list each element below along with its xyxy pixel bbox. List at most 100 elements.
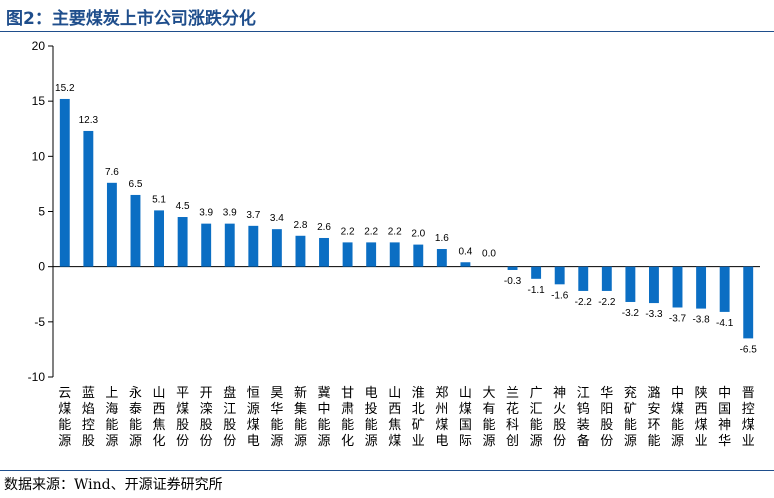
- y-tick-label: 5: [38, 205, 45, 219]
- bar: [601, 266, 612, 291]
- figure-title: 图2：主要煤炭上市公司涨跌分化: [6, 9, 256, 29]
- category-label-text: 中国神华: [718, 386, 731, 449]
- data-label: 4.5: [176, 201, 190, 212]
- category-label-text: 电投能源: [365, 386, 378, 449]
- bar: [578, 266, 589, 291]
- category-label-text: 神火股份: [553, 386, 566, 449]
- data-label: 2.2: [364, 226, 378, 237]
- data-label: -3.7: [669, 313, 687, 324]
- category-label-text: 兰花科创: [506, 386, 519, 449]
- bar: [413, 244, 424, 267]
- bar: [649, 266, 659, 304]
- data-label: 7.6: [105, 167, 119, 178]
- data-label: 2.0: [411, 229, 425, 240]
- category-label: 山煤国际: [459, 386, 472, 449]
- bar: [389, 242, 400, 267]
- bar: [177, 217, 188, 267]
- category-label-text: 上海能源: [105, 386, 118, 449]
- category-label: 兰花科创: [506, 386, 519, 449]
- y-tick-label: 0: [38, 260, 45, 274]
- bar: [696, 266, 707, 309]
- category-label: 山西焦化: [153, 386, 166, 449]
- category-label-text: 潞安环能: [647, 386, 660, 449]
- category-label: 江钨装备: [577, 386, 590, 449]
- bar: [83, 130, 94, 267]
- data-label: -2.2: [575, 297, 593, 308]
- bar: [106, 182, 117, 267]
- data-label: -1.1: [527, 285, 545, 296]
- category-label-text: 山西焦化: [153, 386, 166, 449]
- data-label: -2.2: [598, 297, 616, 308]
- bottom-rule: [0, 470, 774, 471]
- y-tick-label: -5: [34, 315, 45, 329]
- bar: [672, 266, 683, 308]
- category-label-text: 冀中能源: [318, 385, 331, 449]
- category-label-text: 山煤国际: [459, 386, 472, 449]
- data-label: 0.0: [482, 249, 496, 260]
- bar: [366, 242, 377, 267]
- category-label: 兖矿能源: [624, 386, 637, 449]
- data-label: -3.8: [692, 315, 710, 326]
- category-label: 盘江股份: [223, 385, 236, 449]
- data-label: 15.2: [55, 83, 75, 94]
- category-label-text: 开滦股份: [200, 386, 213, 449]
- data-label: -4.1: [716, 318, 734, 329]
- category-label: 广汇能源: [530, 386, 543, 449]
- data-label: 3.9: [199, 208, 213, 219]
- category-label: 恒源煤电: [247, 386, 260, 449]
- bar: [719, 266, 730, 312]
- category-label: 山西焦煤: [388, 386, 401, 449]
- data-label: 3.4: [270, 213, 284, 224]
- category-label: 冀中能源: [318, 385, 331, 449]
- category-label-text: 平煤股份: [176, 386, 189, 449]
- category-label: 云煤能源: [58, 386, 71, 449]
- category-label: 中国神华: [718, 386, 731, 449]
- y-tick-label: 20: [32, 39, 46, 53]
- category-label-text: 恒源煤电: [247, 386, 260, 449]
- data-label: 2.2: [341, 226, 355, 237]
- category-label: 中煤能源: [671, 386, 684, 449]
- category-label-text: 新集能源: [294, 385, 307, 449]
- bar: [295, 235, 306, 267]
- chart-category-labels: 云煤能源蓝焰控股上海能源永泰能源山西焦化平煤股份开滦股份盘江股份恒源煤电昊华能源…: [58, 385, 754, 449]
- category-label-text: 昊华能源: [270, 386, 283, 449]
- category-label: 昊华能源: [270, 386, 283, 449]
- data-label: -1.6: [551, 290, 569, 301]
- y-tick-label: 10: [32, 149, 46, 163]
- y-tick-label: 15: [32, 94, 46, 108]
- source-note: 数据来源：Wind、开源证券研究所: [4, 477, 223, 493]
- data-label: -6.5: [740, 344, 758, 355]
- data-label: 6.5: [129, 179, 143, 190]
- top-rule: [0, 31, 774, 32]
- bar: [436, 249, 447, 267]
- category-label-text: 甘肃能化: [341, 386, 354, 449]
- category-label-text: 江钨装备: [577, 386, 590, 449]
- category-label-text: 陕西煤业: [695, 386, 708, 449]
- category-label-text: 大有能源: [482, 386, 495, 449]
- bar: [154, 210, 164, 267]
- category-label-text: 华阳股份: [600, 386, 613, 449]
- bar: [531, 266, 542, 279]
- category-label: 淮北矿业: [412, 386, 425, 449]
- data-label: -0.3: [504, 276, 522, 287]
- data-label: -3.3: [645, 309, 663, 320]
- category-label-text: 广汇能源: [530, 386, 543, 449]
- category-label-text: 山西焦煤: [388, 386, 401, 449]
- data-label: 2.8: [293, 220, 307, 231]
- category-label: 大有能源: [482, 386, 495, 449]
- bar: [460, 262, 471, 267]
- bar: [554, 266, 565, 285]
- data-label: 1.6: [435, 233, 449, 244]
- category-label: 甘肃能化: [341, 386, 354, 449]
- category-label-text: 永泰能源: [129, 386, 142, 449]
- data-label: 2.2: [388, 226, 402, 237]
- bar: [271, 229, 282, 267]
- category-label-text: 云煤能源: [58, 386, 71, 449]
- category-label: 新集能源: [294, 385, 307, 449]
- category-label: 晋控煤业: [742, 386, 755, 449]
- category-label: 潞安环能: [647, 386, 660, 449]
- category-label-text: 蓝焰控股: [82, 386, 95, 449]
- category-label: 蓝焰控股: [82, 386, 95, 449]
- category-label: 华阳股份: [600, 386, 613, 449]
- category-label: 永泰能源: [129, 386, 142, 449]
